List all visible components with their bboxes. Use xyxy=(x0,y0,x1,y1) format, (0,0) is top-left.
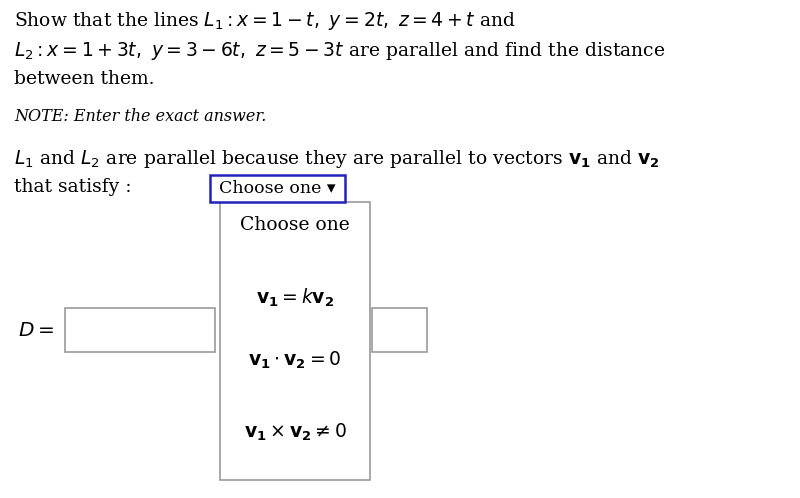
Text: $\mathbf{v_1} = k\mathbf{v_2}$: $\mathbf{v_1} = k\mathbf{v_2}$ xyxy=(256,287,334,309)
Text: Choose one ▾: Choose one ▾ xyxy=(219,180,336,197)
Bar xyxy=(372,308,427,352)
Text: that satisfy :: that satisfy : xyxy=(14,178,131,196)
Bar xyxy=(220,202,370,480)
Bar xyxy=(65,308,215,352)
Text: $D =$: $D =$ xyxy=(18,321,54,340)
Text: Choose one: Choose one xyxy=(240,216,350,234)
Text: $\mathbf{v_1}\times\mathbf{v_2} \neq 0$: $\mathbf{v_1}\times\mathbf{v_2} \neq 0$ xyxy=(243,421,346,443)
Text: NOTE: Enter the exact answer.: NOTE: Enter the exact answer. xyxy=(14,108,266,125)
Text: $L_2 : x = 1+3t,\ y = 3-6t,\ z = 5-3t$ are parallel and find the distance: $L_2 : x = 1+3t,\ y = 3-6t,\ z = 5-3t$ a… xyxy=(14,40,666,62)
Text: between them.: between them. xyxy=(14,70,154,88)
Text: Show that the lines $L_1 : x = 1-t,\ y = 2t,\ z = 4+t$ and: Show that the lines $L_1 : x = 1-t,\ y =… xyxy=(14,10,516,32)
Bar xyxy=(210,175,345,202)
Text: $\mathbf{v_1}\cdot\mathbf{v_2}=0$: $\mathbf{v_1}\cdot\mathbf{v_2}=0$ xyxy=(249,350,342,371)
Text: $L_1$ and $L_2$ are parallel because they are parallel to vectors $\mathbf{v_1}$: $L_1$ and $L_2$ are parallel because the… xyxy=(14,148,660,170)
